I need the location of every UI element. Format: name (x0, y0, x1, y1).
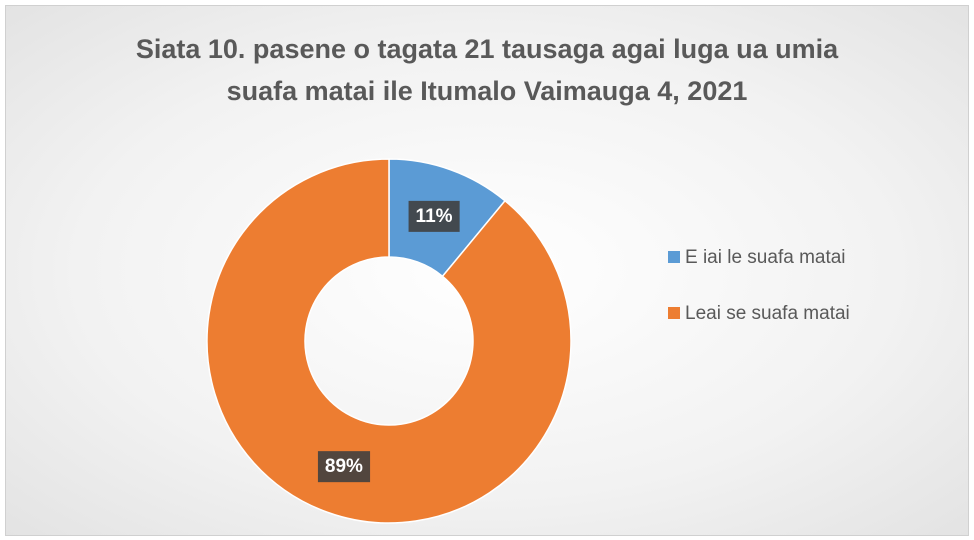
data-label-text: 89% (325, 456, 363, 477)
data-label-text: 11% (416, 206, 453, 227)
legend-label: Leai se suafa matai (685, 303, 850, 324)
legend-swatch (668, 307, 680, 319)
donut-slice (206, 158, 572, 524)
chart-title: Siata 10. pasene o tagata 21 tausaga aga… (135, 34, 839, 106)
data-label: 89% (317, 451, 371, 483)
legend-swatch (668, 251, 680, 263)
legend-label: E iai le suafa matai (685, 247, 846, 268)
data-label-box (408, 200, 460, 232)
data-label-box (317, 451, 371, 483)
data-label: 11% (408, 200, 460, 232)
